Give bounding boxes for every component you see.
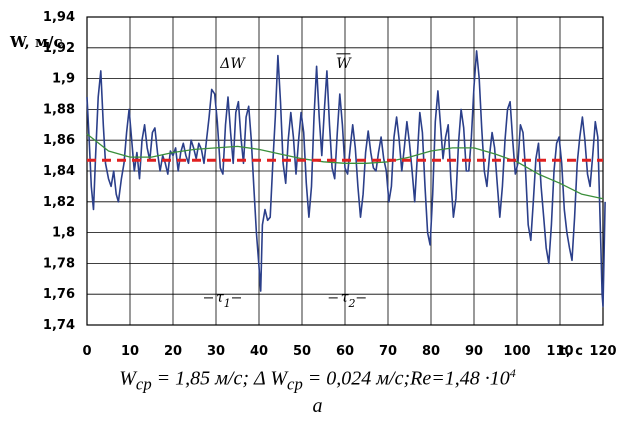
x-tick-label: 100 <box>503 344 530 359</box>
annotation: W <box>336 56 352 72</box>
annotation: ΔW <box>219 56 246 72</box>
x-tick-label: 70 <box>379 344 397 359</box>
chart: 1,74 1,76 1,78 1,8 1,82 1,84 1,86 1,88 1,9 1,92 1,… <box>9 10 617 359</box>
y-tick-label: 1,82 <box>43 195 75 210</box>
x-tick-label: 120 <box>589 344 616 359</box>
y-axis-label: W, м/с <box>9 33 63 51</box>
caption-sub-2: ср <box>287 374 303 394</box>
x-tick-label: 0 <box>82 344 91 359</box>
caption-sub-1: ср <box>135 374 152 394</box>
annotation: τ1 <box>216 290 231 310</box>
y-tick-label: 1,92 <box>43 41 75 56</box>
y-tick-label: 1,9 <box>52 72 75 87</box>
x-tick-label: 40 <box>250 344 268 359</box>
y-tick-label: 1,88 <box>43 102 75 117</box>
caption-text-2: = 0,024 м/с;Re=1,48 ·10 <box>302 367 510 390</box>
x-tick-label: 20 <box>164 344 182 359</box>
caption-w: W <box>119 367 136 390</box>
y-tick-label: 1,76 <box>43 287 75 302</box>
caption-text-1: = 1,85 м/с; Δ W <box>151 367 288 390</box>
caption-sup: 4 <box>509 366 516 380</box>
annotation: τ2 <box>341 290 356 310</box>
caption-letter: а <box>312 395 323 417</box>
chart-series <box>86 50 606 308</box>
series-line-1 <box>86 133 604 200</box>
y-tick-label: 1,78 <box>43 256 75 271</box>
series-line-0 <box>86 50 606 308</box>
x-tick-label: 80 <box>422 344 440 359</box>
x-tick-label: 90 <box>465 344 483 359</box>
x-tick-labels: 0 10 20 30 40 50 60 70 80 90 100 110 120 t, с <box>82 344 616 359</box>
annotation-subscript: 2 <box>347 297 355 310</box>
x-tick-label: 30 <box>207 344 225 359</box>
x-tick-label: 50 <box>293 344 311 359</box>
x-tick-label: 10 <box>121 344 139 359</box>
plot-border <box>86 16 604 326</box>
x-axis-label: t, с <box>560 344 583 359</box>
x-tick-label: 110 <box>546 344 573 359</box>
annotation-subscript: 1 <box>224 297 231 310</box>
y-tick-label: 1,8 <box>52 226 75 241</box>
y-tick-label: 1,74 <box>43 318 75 333</box>
y-tick-label: 1,86 <box>43 133 75 148</box>
x-tick-label: 60 <box>336 344 354 359</box>
y-tick-label: 1,84 <box>43 164 75 179</box>
y-tick-label: 1,94 <box>43 10 75 25</box>
caption-formula: Wср = 1,85 м/с; Δ Wср = 0,024 м/с;Re=1,4… <box>0 366 635 395</box>
chart-frame <box>86 16 604 326</box>
y-tick-labels: 1,74 1,76 1,78 1,8 1,82 1,84 1,86 1,88 1,9 1,92 1,… <box>43 10 75 333</box>
